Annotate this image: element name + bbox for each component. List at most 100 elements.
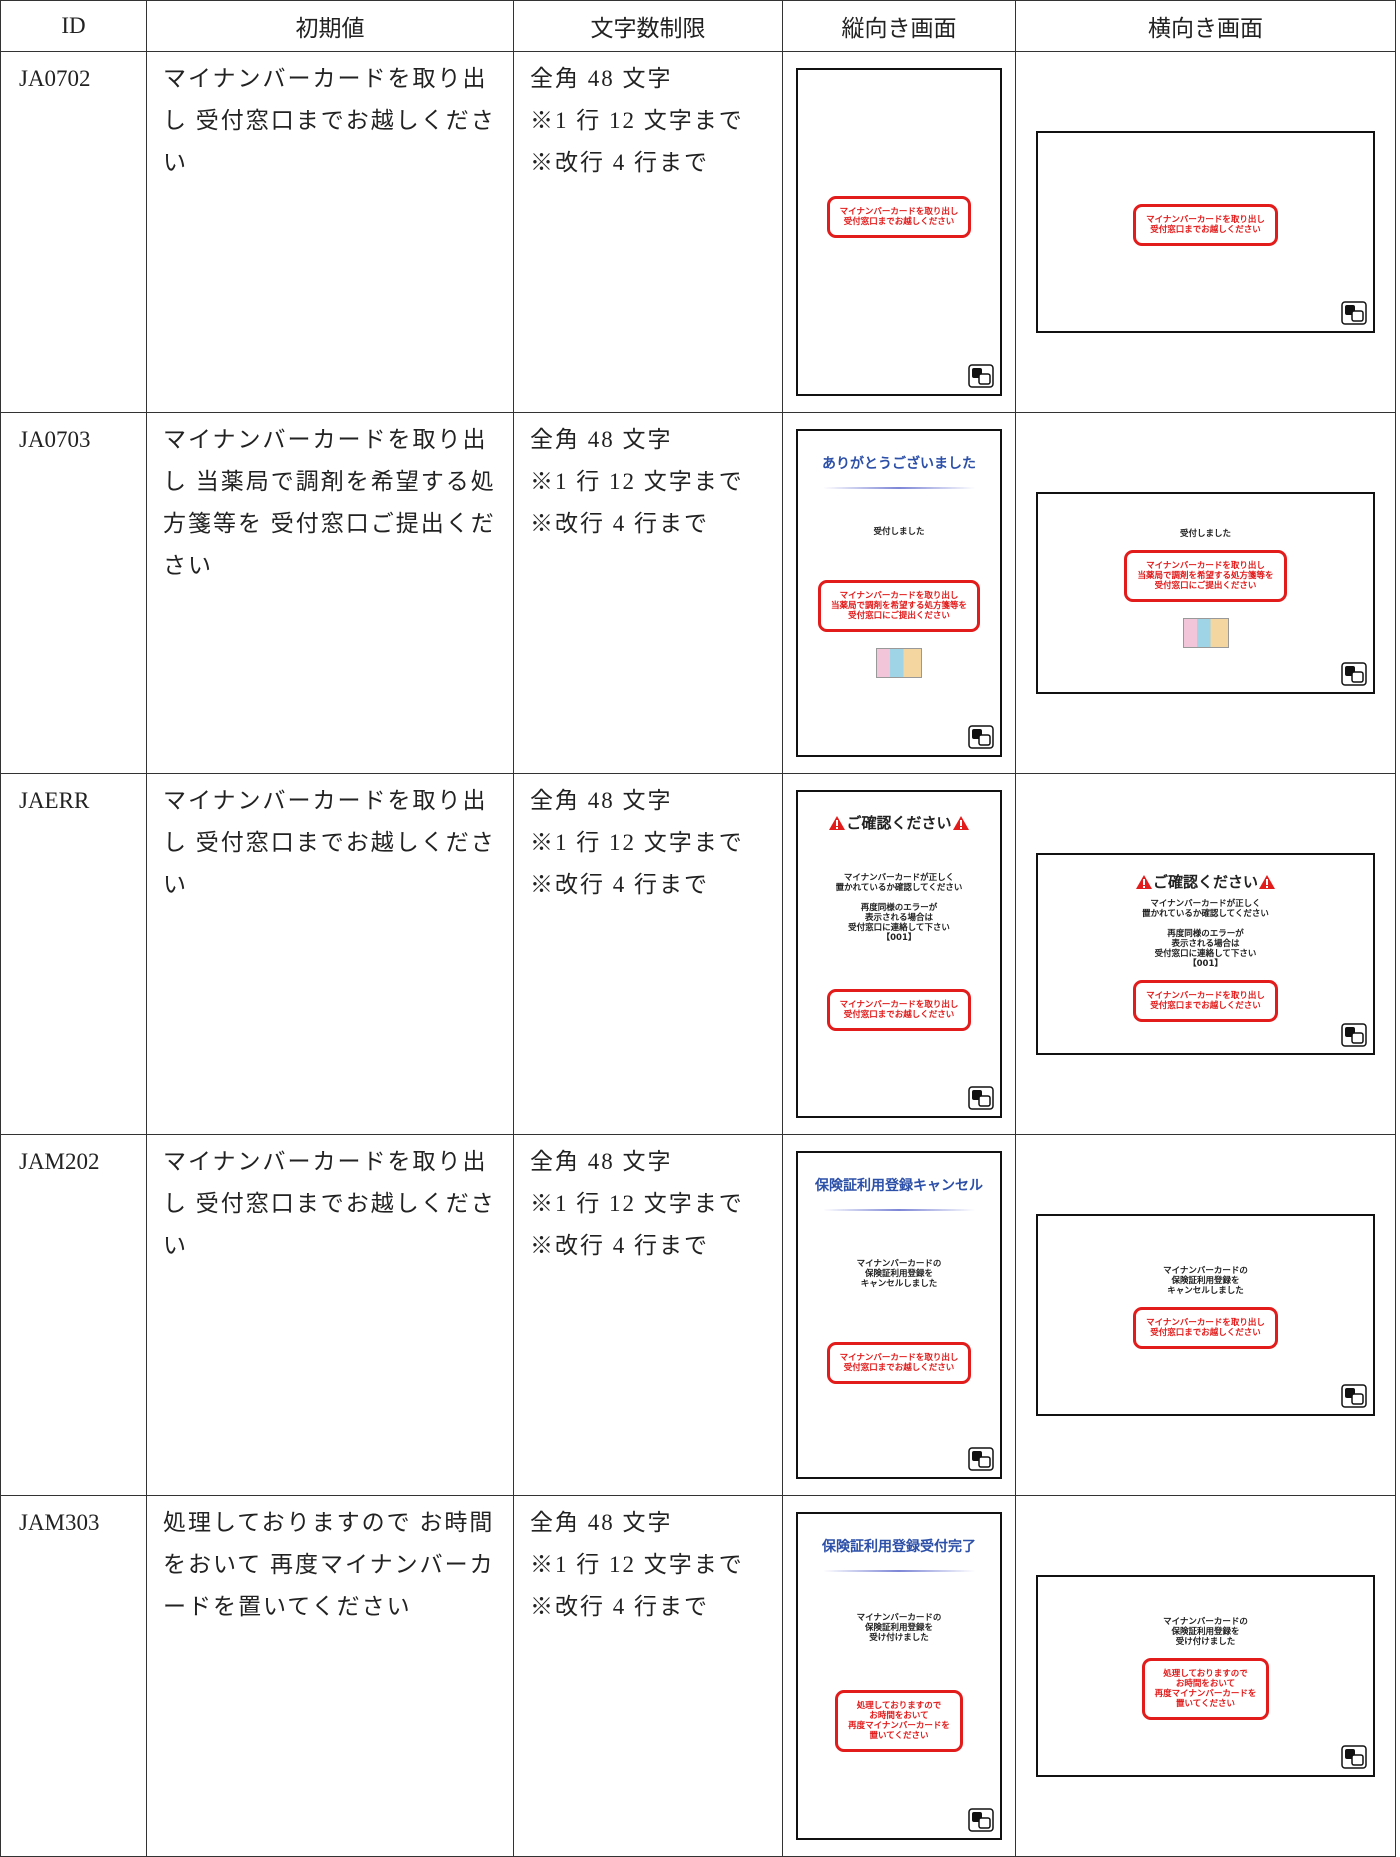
- lang-icon: [1341, 301, 1367, 325]
- screen-title: ありがとうございました: [822, 456, 976, 472]
- message-line: お時間をおいて: [869, 1711, 929, 1721]
- message-line: マイナンバーカードを取り出し: [1146, 1318, 1265, 1328]
- message-line: 当薬局で調剤を希望する処方箋等を: [1137, 571, 1274, 581]
- message-line: 置いてください: [869, 1731, 929, 1741]
- initial-cell: マイナンバーカードを取り出し 受付窓口までお越しください: [146, 773, 514, 1135]
- lang-icon: [968, 725, 994, 749]
- body-line: 置かれているか確認してください: [1142, 908, 1269, 919]
- warning-text: ご確認ください: [1152, 873, 1258, 891]
- body-line: 再度同様のエラーが: [860, 903, 938, 913]
- message-line: 処理しておりますので: [856, 1701, 942, 1711]
- landscape-cell: マイナンバーカードの 保険証利用登録を キャンセルしました マイナンバーカードを取り出…: [1015, 1134, 1396, 1496]
- message-line: 再度マイナンバーカードを: [1154, 1689, 1257, 1699]
- warning-icon: [952, 815, 969, 830]
- limit-line: ※改行 4 行まで: [530, 150, 709, 175]
- divider: [823, 487, 975, 489]
- body-text: マイナンバーカードの 保険証利用登録を 受け付けました: [1163, 1617, 1248, 1647]
- warning-icon: [1135, 874, 1152, 889]
- landscape-cell: マイナンバーカードの 保険証利用登録を 受け付けました 処理しておりますので お時間をお…: [1015, 1495, 1396, 1857]
- message-box: マイナンバーカードを取り出し 当薬局で調剤を希望する処方箋等を 受付窓口にご提出くだ…: [1124, 550, 1287, 602]
- portrait-cell: マイナンバーカードを取り出し 受付窓口までお越しください: [782, 51, 1016, 413]
- header-row: ID 初期値 文字数制限 縦向き画面 横向き画面: [0, 0, 1396, 52]
- body-line: キャンセルしました: [860, 1278, 938, 1289]
- table-row: JAERR マイナンバーカードを取り出し 受付窓口までお越しください 全角 48 文…: [0, 773, 1396, 1135]
- body-text: マイナンバーカードが正しく 置かれているか確認してください: [836, 873, 963, 893]
- limit-cell: 全角 48 文字 ※1 行 12 文字まで ※改行 4 行まで: [513, 773, 783, 1135]
- warning-title: ご確認ください: [828, 812, 969, 833]
- message-line: マイナンバーカードを取り出し: [839, 1000, 959, 1010]
- divider: [823, 1209, 975, 1211]
- portrait-cell: ご確認ください マイナンバーカードが正しく 置かれているか確認してください再度同様の…: [782, 773, 1016, 1135]
- initial-cell: マイナンバーカードを取り出し 受付窓口までお越しください: [146, 1134, 514, 1496]
- lang-icon: [968, 1447, 994, 1471]
- limit-line: 全角 48 文字: [530, 1149, 673, 1174]
- landscape-screen: 受付しましたマイナンバーカードを取り出し 当薬局で調剤を希望する処方箋等を 受付窓口…: [1036, 492, 1375, 694]
- landscape-cell: 受付しましたマイナンバーカードを取り出し 当薬局で調剤を希望する処方箋等を 受付窓口…: [1015, 412, 1396, 774]
- column-header: 横向き画面: [1015, 0, 1396, 52]
- id-cell: JA0702: [0, 51, 147, 413]
- portrait-screen: ありがとうございました受付しましたマイナンバーカードを取り出し 当薬局で調剤を希望…: [796, 429, 1002, 757]
- body-line: キャンセルしました: [1167, 1286, 1244, 1296]
- landscape-screen: マイナンバーカードを取り出し 受付窓口までお越しください: [1036, 131, 1375, 333]
- body-line: 受付しました: [1179, 529, 1231, 539]
- limit-line: ※1 行 12 文字まで: [530, 469, 744, 494]
- portrait-cell: ありがとうございました受付しましたマイナンバーカードを取り出し 当薬局で調剤を希望…: [782, 412, 1016, 774]
- message-box: マイナンバーカードを取り出し 受付窓口までお越しください: [1133, 979, 1278, 1022]
- body-line: 表示される場合は: [1171, 938, 1240, 949]
- limit-line: ※1 行 12 文字まで: [530, 1191, 744, 1216]
- limit-cell: 全角 48 文字 ※1 行 12 文字まで ※改行 4 行まで: [513, 1495, 783, 1857]
- limit-cell: 全角 48 文字 ※1 行 12 文字まで ※改行 4 行まで: [513, 1134, 783, 1496]
- body-line: マイナンバーカードの: [1163, 1266, 1248, 1276]
- message-box: マイナンバーカードを取り出し 受付窓口までお越しください: [1133, 204, 1278, 246]
- limit-line: ※1 行 12 文字まで: [530, 1552, 744, 1577]
- divider: [823, 1570, 975, 1572]
- body-line: 再度同様のエラーが: [1167, 928, 1244, 939]
- lang-icon: [1341, 1384, 1367, 1408]
- screen-title: 保険証利用登録受付完了: [822, 1539, 976, 1555]
- screen-title: 保険証利用登録キャンセル: [815, 1178, 983, 1194]
- limit-cell: 全角 48 文字 ※1 行 12 文字まで ※改行 4 行まで: [513, 412, 783, 774]
- limit-line: ※改行 4 行まで: [530, 1233, 709, 1258]
- body-line: 置かれているか確認してください: [835, 883, 963, 893]
- limit-line: 全角 48 文字: [530, 427, 673, 452]
- body-line: 受付しました: [873, 526, 925, 537]
- body-line: マイナンバーカードの: [856, 1258, 942, 1269]
- lang-icon: [968, 1086, 994, 1110]
- column-header: 縦向き画面: [782, 0, 1016, 52]
- message-line: 受付窓口までお越しください: [1150, 225, 1261, 235]
- initial-cell: マイナンバーカードを取り出し 当薬局で調剤を希望する処方箋等を 受付窓口ご提出く…: [146, 412, 514, 774]
- landscape-screen: ご確認くださいマイナンバーカードが正しく 置かれているか確認してください 再度同様の…: [1036, 853, 1375, 1055]
- portrait-cell: 保険証利用登録受付完了マイナンバーカードの 保険証利用登録を 受け付けました処理して…: [782, 1495, 1016, 1857]
- portrait-screen: 保険証利用登録キャンセル マイナンバーカードの 保険証利用登録を キャンセルしましたマ…: [796, 1151, 1002, 1479]
- body-line: マイナンバーカードの: [1163, 1617, 1248, 1627]
- id-cell: JA0703: [0, 412, 147, 774]
- table-row: JAM303 処理しておりますので お時間をおいて 再度マイナンバーカードを置いて…: [0, 1495, 1396, 1857]
- body-text: 受付しました: [873, 527, 924, 537]
- message-box: マイナンバーカードを取り出し 当薬局で調剤を希望する処方箋等を 受付窓口にご提出くだ…: [817, 580, 980, 633]
- message-line: 受付窓口までお越しください: [1150, 1000, 1261, 1011]
- body-line: 保険証利用登録を: [864, 1623, 933, 1633]
- limit-line: 全角 48 文字: [530, 1510, 673, 1535]
- message-box: 処理しておりますので お時間をおいて 再度マイナンバーカードを 置いてください: [835, 1690, 963, 1752]
- message-line: マイナンバーカードを取り出し: [839, 207, 959, 217]
- body-text: マイナンバーカードの 保険証利用登録を 受け付けました: [857, 1613, 942, 1643]
- message-line: 置いてください: [1176, 1699, 1235, 1709]
- lang-icon: [1341, 1745, 1367, 1769]
- portrait-screen: ご確認ください マイナンバーカードが正しく 置かれているか確認してください再度同様の…: [796, 790, 1002, 1118]
- body-line: 受付窓口に連絡して下さい: [1154, 948, 1257, 959]
- body-line: 受け付けました: [869, 1633, 929, 1643]
- portrait-screen: マイナンバーカードを取り出し 受付窓口までお越しください: [796, 68, 1002, 396]
- body-line: マイナンバーカードが正しく: [1150, 898, 1261, 909]
- column-header: 初期値: [146, 0, 514, 52]
- initial-cell: 処理しておりますので お時間をおいて 再度マイナンバーカードを置いてください: [146, 1495, 514, 1857]
- message-line: お時間をおいて: [1175, 1679, 1236, 1689]
- warning-text: ご確認ください: [846, 814, 952, 832]
- limit-line: ※1 行 12 文字まで: [530, 830, 744, 855]
- portrait-screen: 保険証利用登録受付完了マイナンバーカードの 保険証利用登録を 受け付けました処理して…: [796, 1512, 1002, 1840]
- landscape-cell: ご確認くださいマイナンバーカードが正しく 置かれているか確認してください 再度同様の…: [1015, 773, 1396, 1135]
- message-box: マイナンバーカードを取り出し 受付窓口までお越しください: [826, 1342, 972, 1385]
- column-header: 文字数制限: [513, 0, 783, 52]
- lang-icon: [1341, 662, 1367, 686]
- message-line: マイナンバーカードを取り出し: [839, 1353, 959, 1364]
